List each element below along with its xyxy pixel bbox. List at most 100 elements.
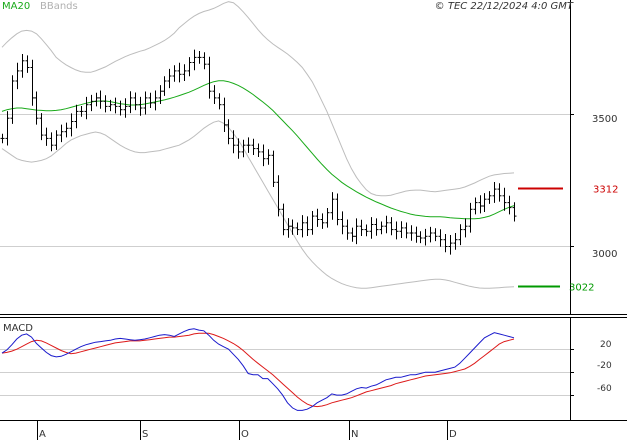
price-bar bbox=[458, 224, 463, 246]
month-label-n: N bbox=[351, 429, 358, 440]
price-bar bbox=[354, 218, 359, 245]
price-bar bbox=[261, 144, 266, 167]
price-bar bbox=[246, 137, 251, 153]
price-bar bbox=[0, 133, 5, 144]
price-bar bbox=[207, 56, 212, 99]
macd-panel-title: MACD bbox=[3, 323, 33, 334]
price-bar bbox=[379, 221, 384, 235]
price-bar bbox=[428, 226, 433, 243]
price-bar bbox=[25, 55, 30, 73]
price-bar bbox=[123, 98, 128, 118]
macd-line bbox=[1, 328, 515, 411]
price-bar bbox=[369, 217, 374, 239]
support-label: 3022 bbox=[569, 283, 594, 294]
price-bar bbox=[138, 96, 143, 116]
price-axis: 3500 3000 bbox=[570, 114, 617, 260]
month-label-o: O bbox=[241, 429, 249, 440]
price-bar bbox=[79, 106, 84, 117]
price-bar bbox=[473, 197, 478, 215]
price-bar bbox=[433, 228, 438, 242]
price-bar bbox=[148, 92, 153, 108]
price-bar bbox=[335, 193, 340, 226]
price-bar bbox=[345, 219, 350, 240]
price-bar bbox=[153, 90, 158, 111]
price-bar bbox=[453, 233, 458, 250]
bbands-lower-line bbox=[1, 120, 515, 289]
price-bar bbox=[266, 149, 271, 165]
price-bar bbox=[414, 226, 419, 243]
price-bar bbox=[187, 57, 192, 77]
copyright-text: © TEC 22/12/2024 4:0 GMT bbox=[435, 1, 574, 12]
price-bar bbox=[295, 222, 300, 235]
price-bar bbox=[310, 211, 315, 235]
price-bar bbox=[64, 122, 69, 138]
price-bar bbox=[364, 224, 369, 237]
price-bar bbox=[15, 62, 20, 90]
price-bar bbox=[448, 235, 453, 255]
price-bar bbox=[217, 93, 222, 110]
price-bar bbox=[20, 54, 25, 78]
ma20-line bbox=[1, 80, 515, 220]
price-bar bbox=[305, 216, 310, 236]
price-bar bbox=[394, 221, 399, 240]
price-bar bbox=[10, 75, 15, 124]
price-bar bbox=[507, 195, 512, 215]
price-bar bbox=[222, 97, 227, 132]
price-bar bbox=[463, 218, 468, 238]
price-bar bbox=[226, 119, 231, 145]
price-bar bbox=[300, 215, 305, 238]
price-bar bbox=[384, 215, 389, 234]
price-bar bbox=[399, 221, 404, 238]
panel-frames bbox=[0, 0, 627, 421]
price-bar bbox=[340, 211, 345, 235]
price-bar bbox=[69, 113, 74, 137]
price-bar bbox=[172, 65, 177, 82]
price-bar bbox=[497, 183, 502, 202]
price-bar bbox=[325, 208, 330, 228]
price-bar bbox=[128, 91, 133, 114]
price-bar bbox=[98, 90, 103, 109]
price-bar bbox=[409, 225, 414, 241]
price-bar bbox=[39, 113, 44, 141]
price-bar bbox=[512, 202, 517, 222]
macd-tick-label-20: 20 bbox=[600, 340, 612, 350]
price-bar bbox=[502, 187, 507, 211]
price-bar bbox=[374, 218, 379, 236]
macd-tick-label-minus-60: -60 bbox=[597, 384, 612, 394]
price-bar bbox=[281, 203, 286, 236]
price-bar bbox=[290, 219, 295, 235]
price-bar bbox=[44, 127, 49, 146]
macd-gridlines bbox=[0, 349, 570, 396]
macd-axis: 20 -20 -60 bbox=[570, 340, 612, 396]
price-bar bbox=[418, 231, 423, 244]
price-bar bbox=[30, 59, 35, 106]
price-bar bbox=[118, 100, 123, 116]
price-bar bbox=[236, 138, 241, 159]
price-bar bbox=[49, 132, 54, 152]
price-bar bbox=[330, 192, 335, 220]
price-bar bbox=[350, 227, 355, 242]
price-bar bbox=[54, 130, 59, 150]
bbands-upper-line bbox=[1, 1, 515, 197]
price-bar bbox=[74, 104, 79, 129]
price-bar bbox=[482, 193, 487, 212]
price-bar bbox=[320, 213, 325, 229]
ma20-legend: MA20 bbox=[2, 1, 30, 12]
price-bars-layer bbox=[0, 49, 517, 255]
price-tick-label-3500: 3500 bbox=[592, 114, 617, 125]
price-bar bbox=[256, 143, 261, 157]
price-bar bbox=[468, 202, 473, 233]
price-bar bbox=[359, 219, 364, 236]
price-bar bbox=[404, 222, 409, 239]
price-bar bbox=[492, 182, 497, 203]
price-bar bbox=[231, 130, 236, 154]
price-bar bbox=[276, 175, 281, 217]
price-bar bbox=[133, 92, 138, 111]
price-bar bbox=[438, 229, 443, 247]
price-bar bbox=[108, 99, 113, 112]
price-bar bbox=[177, 62, 182, 83]
bbands-layer bbox=[1, 1, 515, 289]
price-bar bbox=[251, 138, 256, 155]
price-bar bbox=[389, 217, 394, 236]
